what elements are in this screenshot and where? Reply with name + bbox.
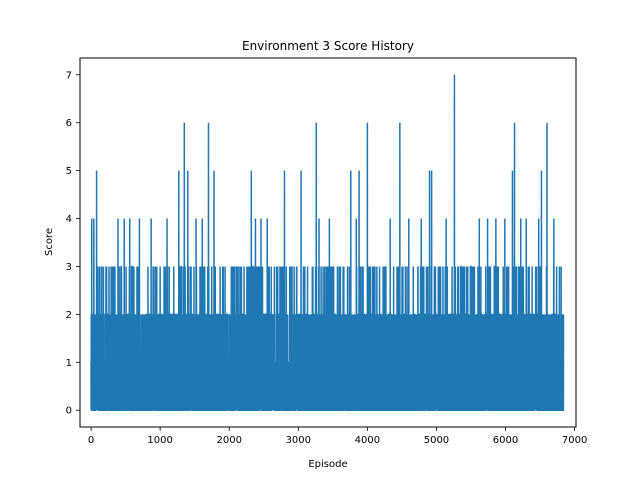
x-tick-label: 7000	[562, 435, 587, 446]
x-tick-label: 3000	[286, 435, 311, 446]
x-tick-label: 0	[88, 435, 94, 446]
x-axis-label: Episode	[308, 459, 347, 470]
y-tick-label: 2	[66, 310, 72, 321]
y-tick-label: 6	[66, 118, 72, 129]
y-axis-label: Score	[44, 228, 55, 256]
x-tick-label: 4000	[355, 435, 380, 446]
score-series-line	[90, 74, 565, 411]
x-tick-label: 2000	[216, 435, 241, 446]
x-tick-label: 5000	[424, 435, 449, 446]
x-axis-ticks: 0 1000 2000 3000 4000 5000 6000 7000	[88, 427, 587, 446]
y-tick-label: 3	[66, 262, 72, 273]
x-tick-label: 6000	[493, 435, 518, 446]
plot-area: 0 1000 2000 3000 4000 5000 6000 7000 0 1 2 3 4 5 6 7	[66, 57, 587, 446]
y-tick-label: 4	[66, 214, 72, 225]
axes-frame	[79, 57, 577, 428]
chart-title: Environment 3 Score History	[242, 39, 414, 53]
x-tick-label: 1000	[147, 435, 172, 446]
y-tick-label: 1	[66, 358, 72, 369]
y-tick-label: 5	[66, 166, 72, 177]
y-axis-ticks: 0 1 2 3 4 5 6 7	[66, 70, 80, 417]
y-tick-label: 7	[66, 70, 72, 81]
series-layer	[90, 74, 565, 411]
y-tick-label: 0	[66, 406, 72, 417]
